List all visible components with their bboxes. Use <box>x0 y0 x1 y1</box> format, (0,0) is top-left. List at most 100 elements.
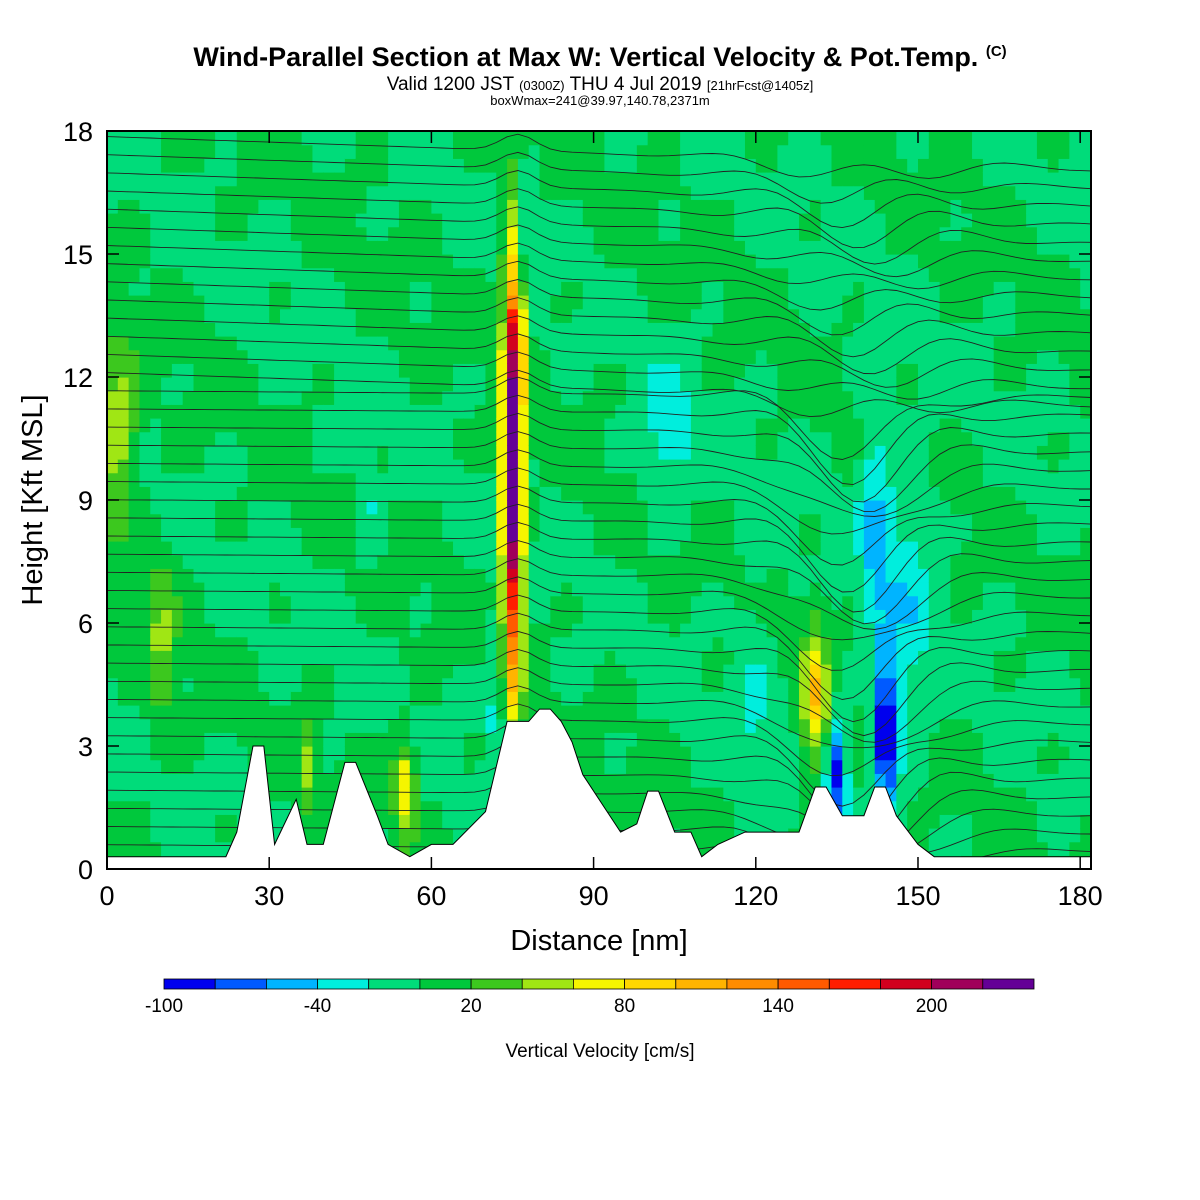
velocity-cell <box>215 486 227 501</box>
velocity-cell <box>593 691 605 706</box>
velocity-cell <box>809 349 822 364</box>
velocity-cell <box>766 746 779 761</box>
velocity-cell <box>961 787 973 802</box>
velocity-cell <box>247 677 259 692</box>
velocity-cell <box>907 787 919 802</box>
velocity-cell <box>950 445 962 460</box>
velocity-cell <box>993 609 1006 624</box>
velocity-cell <box>917 568 930 583</box>
velocity-cell <box>496 308 508 323</box>
velocity-cell <box>182 295 195 310</box>
velocity-cell <box>1047 568 1060 583</box>
velocity-cell <box>723 226 735 241</box>
velocity-cell <box>1026 718 1038 733</box>
velocity-cell <box>993 718 1006 733</box>
velocity-cell <box>712 664 724 679</box>
velocity-cell <box>269 445 281 460</box>
velocity-cell <box>301 377 314 392</box>
velocity-cell <box>355 131 368 146</box>
velocity-cell <box>993 691 1006 706</box>
velocity-cell <box>258 172 270 187</box>
velocity-cell <box>712 322 724 337</box>
velocity-cell <box>204 486 216 501</box>
velocity-cell <box>636 404 649 419</box>
velocity-cell <box>907 445 919 460</box>
velocity-cell <box>323 787 335 802</box>
velocity-cell <box>680 677 692 692</box>
velocity-cell <box>853 582 865 597</box>
velocity-cell <box>409 582 422 597</box>
velocity-cell <box>225 554 238 569</box>
velocity-cell <box>853 568 865 583</box>
velocity-cell <box>766 554 779 569</box>
velocity-cell <box>1080 349 1092 364</box>
velocity-cell <box>355 650 368 665</box>
velocity-cell <box>453 308 465 323</box>
velocity-cell <box>128 513 141 528</box>
velocity-cell <box>269 377 281 392</box>
velocity-cell <box>117 664 130 679</box>
velocity-cell <box>863 486 876 501</box>
velocity-cell <box>204 172 216 187</box>
velocity-cell <box>1015 623 1027 638</box>
velocity-cell <box>550 295 562 310</box>
velocity-cell <box>1026 732 1038 747</box>
velocity-cell <box>139 841 151 856</box>
velocity-cell <box>582 213 595 228</box>
velocity-cell <box>1004 800 1016 815</box>
velocity-cell <box>507 199 519 214</box>
velocity-cell <box>658 746 670 761</box>
velocity-cell <box>236 554 249 569</box>
velocity-cell <box>215 281 227 296</box>
velocity-cell <box>366 131 378 146</box>
velocity-cell <box>323 705 335 720</box>
velocity-cell <box>842 418 854 433</box>
velocity-cell <box>453 746 465 761</box>
velocity-cell <box>161 800 173 815</box>
velocity-cell <box>225 226 238 241</box>
velocity-cell <box>647 213 660 228</box>
velocity-cell <box>225 431 238 446</box>
velocity-cell <box>842 472 854 487</box>
velocity-cell <box>766 568 779 583</box>
velocity-cell <box>939 472 952 487</box>
velocity-cell <box>420 691 432 706</box>
velocity-cell <box>539 185 551 200</box>
velocity-cell <box>1069 636 1081 651</box>
velocity-cell <box>215 759 227 774</box>
velocity-cell <box>982 527 995 542</box>
velocity-cell <box>831 295 843 310</box>
velocity-cell <box>766 527 779 542</box>
velocity-cell <box>582 554 595 569</box>
velocity-cell <box>366 390 378 405</box>
velocity-cell <box>647 609 660 624</box>
velocity-cell <box>874 582 887 597</box>
velocity-cell <box>820 213 833 228</box>
velocity-cell <box>809 650 822 665</box>
velocity-cell <box>658 500 670 515</box>
velocity-cell <box>647 664 660 679</box>
velocity-cell <box>301 636 314 651</box>
velocity-cell <box>280 185 292 200</box>
velocity-cell <box>107 828 119 843</box>
velocity-cell <box>928 308 941 323</box>
velocity-cell <box>107 773 119 788</box>
velocity-cell <box>377 732 389 747</box>
velocity-cell <box>636 390 649 405</box>
velocity-cell <box>550 144 562 159</box>
velocity-cell <box>496 281 508 296</box>
velocity-cell <box>701 746 714 761</box>
velocity-cell <box>972 240 984 255</box>
velocity-cell <box>723 336 735 351</box>
velocity-cell <box>799 541 811 556</box>
velocity-cell <box>312 185 324 200</box>
velocity-cell <box>517 691 530 706</box>
velocity-cell <box>366 349 378 364</box>
velocity-cell <box>863 554 876 569</box>
velocity-cell <box>777 281 789 296</box>
velocity-cell <box>171 554 184 569</box>
velocity-cell <box>193 636 205 651</box>
velocity-cell <box>863 226 876 241</box>
velocity-cell <box>1069 377 1081 392</box>
velocity-cell <box>582 404 595 419</box>
